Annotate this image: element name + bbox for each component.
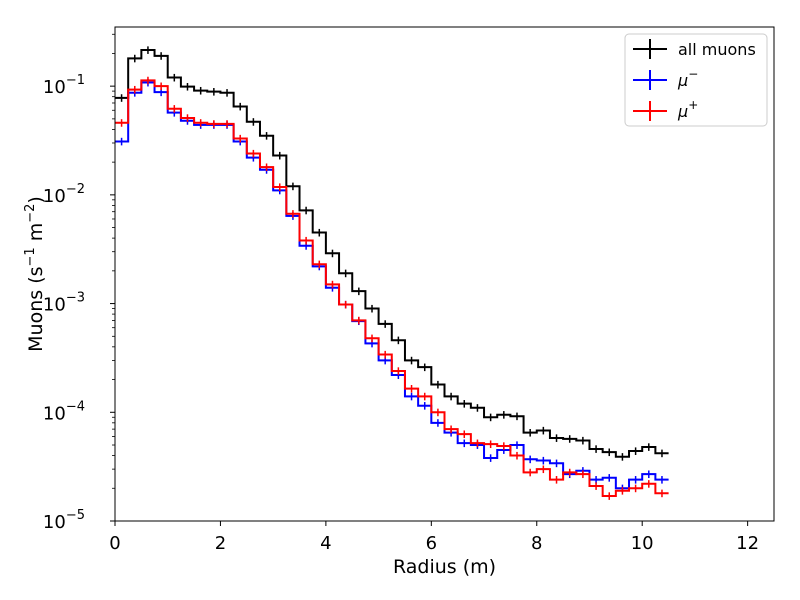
y-axis-label-part1: Muons (s: [25, 266, 47, 351]
y-axis-label-sup2: −2: [23, 204, 38, 223]
y-tick-base-0: 10: [43, 512, 66, 533]
y-tick-label-2: 10−3: [43, 291, 85, 316]
y-tick-label-1: 10−4: [43, 399, 85, 424]
legend-name-2: μ: [677, 102, 688, 121]
y-tick-exp-1: −4: [66, 399, 85, 414]
legend-sup-2: +: [688, 98, 698, 112]
y-tick-label-3: 10−2: [43, 182, 85, 207]
y-tick-base-2: 10: [43, 295, 66, 316]
y-axis-label-part2: m: [25, 223, 47, 248]
y-tick-base-3: 10: [43, 186, 66, 207]
y-axis-label-sup1: −1: [23, 247, 38, 266]
legend-item-2: μ+: [633, 98, 698, 121]
y-tick-base-4: 10: [43, 77, 66, 98]
legend-label-1: μ−: [677, 67, 698, 90]
y-tick-base-1: 10: [43, 403, 66, 424]
series-layer: [115, 46, 669, 500]
y-tick-exp-3: −2: [66, 182, 85, 197]
x-axis-label: Radius (m): [393, 556, 496, 578]
x-tick-label-10: 10: [631, 533, 654, 554]
x-tick-label-8: 8: [531, 533, 542, 554]
y-axis-label: Muons (s−1 m−2): [23, 196, 47, 352]
x-tick-label-2: 2: [215, 533, 226, 554]
y-tick-exp-0: −5: [66, 508, 85, 523]
y-axis-label-part3: ): [25, 196, 47, 203]
y-tick-exp-2: −3: [66, 291, 85, 306]
x-tick-label-4: 4: [320, 533, 331, 554]
x-tick-label-12: 12: [736, 533, 759, 554]
x-tick-label-6: 6: [426, 533, 437, 554]
legend-label-2: μ+: [677, 98, 698, 121]
plot-frame: [114, 26, 775, 522]
legend-sup-1: −: [688, 67, 698, 81]
y-tick-exp-4: −1: [66, 73, 85, 88]
series-0: [115, 46, 669, 461]
legend-name-1: μ: [677, 71, 688, 90]
series-2: [115, 76, 669, 500]
y-tick-label-0: 10−5: [43, 508, 85, 533]
x-tick-label-0: 0: [109, 533, 120, 554]
legend-name-0: all muons: [678, 40, 756, 59]
legend-box: [624, 33, 768, 127]
legend-item-0: all muons: [633, 39, 756, 59]
legend-item-1: μ−: [633, 67, 698, 90]
y-tick-label-4: 10−1: [43, 73, 85, 98]
legend-label-0: all muons: [678, 40, 756, 59]
